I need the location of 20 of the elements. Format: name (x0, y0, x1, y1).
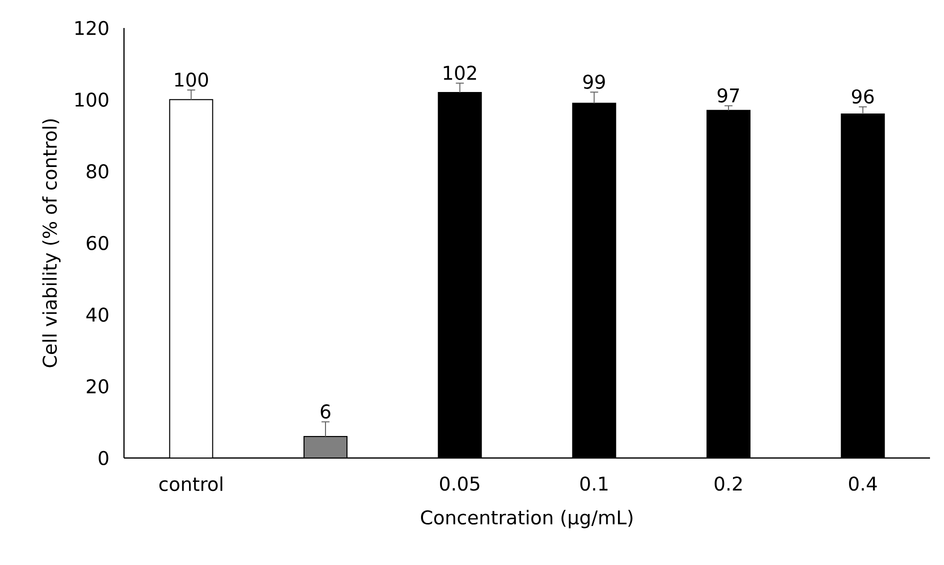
x-tick-label: 0.05 (440, 476, 480, 491)
y-tick-label: 120 (75, 20, 108, 36)
y-tick-label: 40 (86, 308, 108, 322)
data-label: 99 (583, 74, 605, 89)
y-tick-label: 0 (98, 450, 108, 466)
y-tick-label: 80 (86, 164, 108, 178)
x-tick-label: 0.4 (849, 476, 877, 491)
x-tick-label: 0.2 (714, 476, 742, 491)
x-axis-title: Concentration (µg/mL) (421, 510, 632, 528)
x-tick-label: control (159, 476, 222, 492)
y-tick-label: 60 (86, 236, 108, 250)
x-tick-label: 0.1 (580, 476, 608, 491)
data-label: 102 (444, 66, 476, 80)
data-label: 6 (320, 404, 330, 419)
y-tick-label: 20 (86, 379, 108, 394)
data-label: 97 (718, 88, 739, 103)
y-tick-label: 100 (75, 92, 108, 107)
data-label: 100 (175, 72, 208, 87)
y-axis-title: Cell viability (% of control) (42, 119, 61, 368)
data-label: 96 (852, 89, 874, 104)
